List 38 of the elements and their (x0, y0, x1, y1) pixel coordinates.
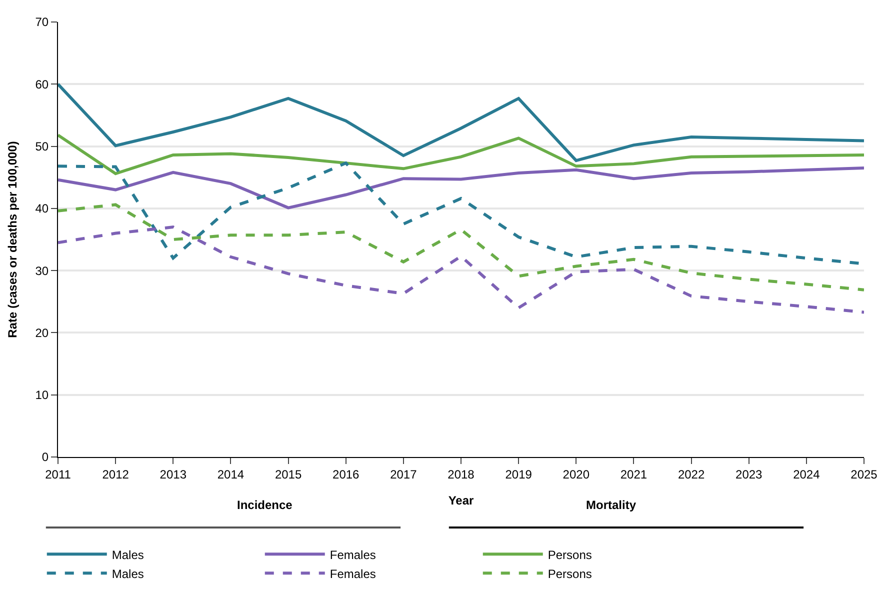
y-tick-label: 40 (35, 202, 49, 216)
x-tick-label: 2021 (620, 467, 648, 482)
y-tick-label: 20 (35, 326, 49, 340)
legend-label: Females (330, 566, 376, 581)
y-tick-label: 30 (35, 264, 49, 278)
y-tick-label: 70 (35, 15, 49, 30)
x-tick-label: 2023 (736, 467, 763, 482)
x-tick-label: 2022 (678, 467, 705, 482)
line-series (58, 134, 864, 176)
x-tick-label: 2016 (332, 467, 360, 482)
y-tick-label: 10 (35, 388, 49, 402)
x-tick-label: 2025 (850, 467, 878, 482)
y-tick-label: 0 (42, 450, 49, 464)
x-tick-label: 2017 (390, 467, 418, 482)
x-tick-label: 2011 (45, 467, 72, 482)
x-tick-label: 2015 (274, 467, 302, 482)
x-tick-label: 2018 (448, 467, 475, 482)
x-tick-label: 2020 (562, 467, 590, 482)
x-axis-title: Year (448, 493, 474, 508)
line-series (58, 203, 864, 292)
legend-label: Females (330, 548, 376, 562)
text: Incidence (237, 498, 293, 512)
y-axis-title: Rate (cases or deaths per 100,000) (6, 141, 20, 338)
line-series (58, 166, 864, 210)
y-tick-label: 50 (35, 139, 49, 154)
y-tick-label: 60 (35, 77, 49, 92)
text: Mortality (586, 498, 636, 512)
line-series (58, 226, 864, 314)
legend-label: Persons (548, 548, 592, 562)
x-tick-label: 2014 (217, 467, 244, 482)
legend-label: Males (112, 548, 144, 562)
x-tick-label: 2012 (102, 467, 130, 482)
line-series (58, 82, 864, 162)
legend-label: Persons (548, 566, 592, 581)
x-tick-label: 2024 (793, 467, 820, 482)
x-tick-label: 2013 (160, 467, 187, 482)
legend-label: Males (112, 566, 144, 581)
x-tick-label: 2019 (505, 467, 532, 482)
